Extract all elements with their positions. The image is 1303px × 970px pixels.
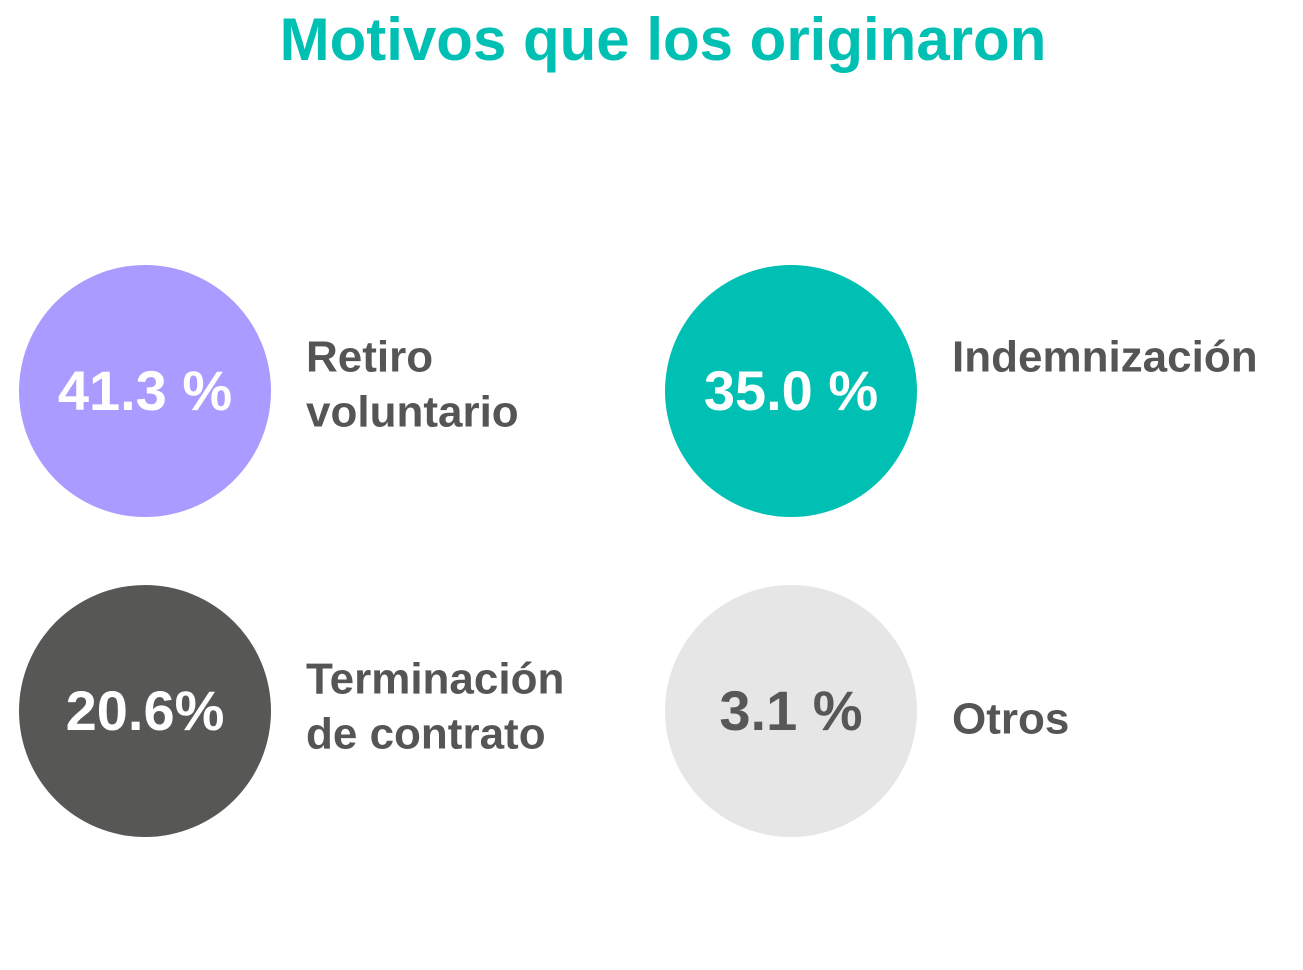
label: Retiro [306,333,433,382]
percentage: 41.3 % [58,359,232,422]
label: Indemnización [952,333,1258,382]
percentage: 3.1 % [719,679,862,742]
percentage: 20.6% [66,679,225,742]
label: voluntario [306,388,519,437]
percentage: 35.0 % [704,359,878,422]
circle [19,585,271,837]
label: de contrato [306,710,546,759]
title: Motivos que los originaron [280,6,1047,73]
circle [665,585,917,837]
label: Terminación [306,655,564,704]
label: Otros [952,695,1069,744]
circle [19,265,271,517]
circle [665,265,917,517]
